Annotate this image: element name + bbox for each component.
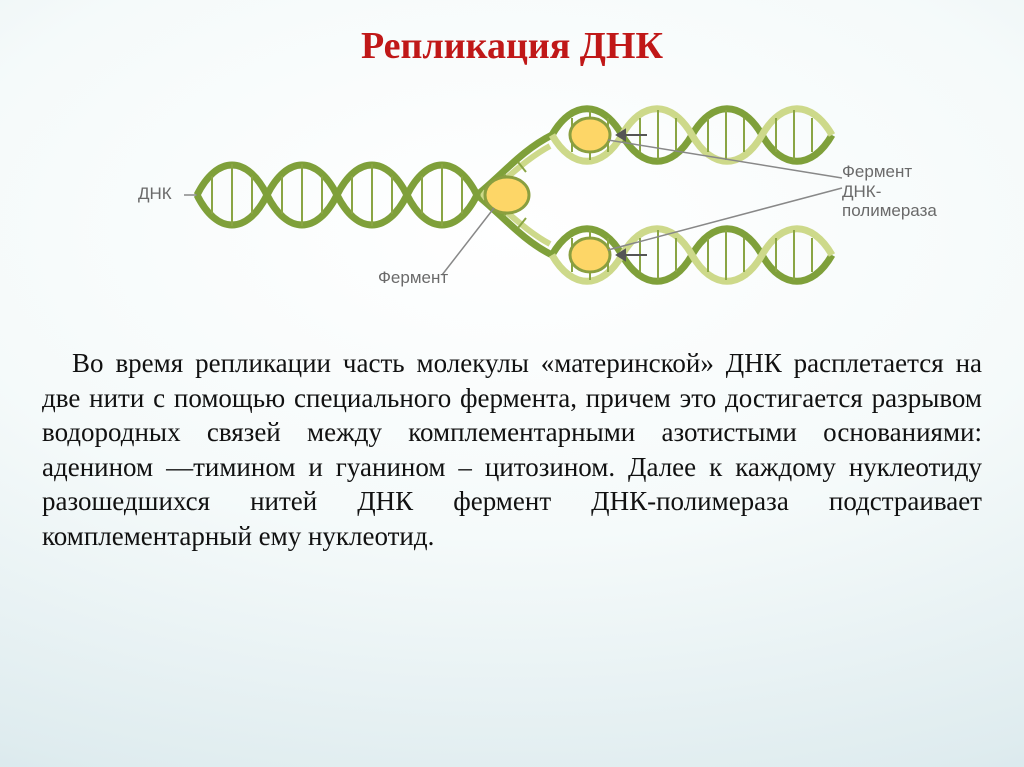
dna-helix-svg — [142, 80, 882, 320]
label-enzyme: Фермент — [378, 268, 448, 288]
diagram-container: ДНК Фермент Фермент ДНК-полимераза — [40, 80, 984, 320]
dna-replication-diagram: ДНК Фермент Фермент ДНК-полимераза — [142, 80, 882, 320]
label-dna: ДНК — [138, 184, 172, 204]
label-polymerase-line2: ДНК-полимераза — [842, 182, 937, 221]
label-polymerase-line1: Фермент — [842, 162, 912, 181]
page-title: Репликация ДНК — [40, 24, 984, 68]
body-paragraph-text: Во время репликации часть молекулы «мате… — [42, 348, 982, 551]
body-paragraph: Во время репликации часть молекулы «мате… — [40, 346, 984, 553]
label-polymerase: Фермент ДНК-полимераза — [842, 162, 937, 221]
